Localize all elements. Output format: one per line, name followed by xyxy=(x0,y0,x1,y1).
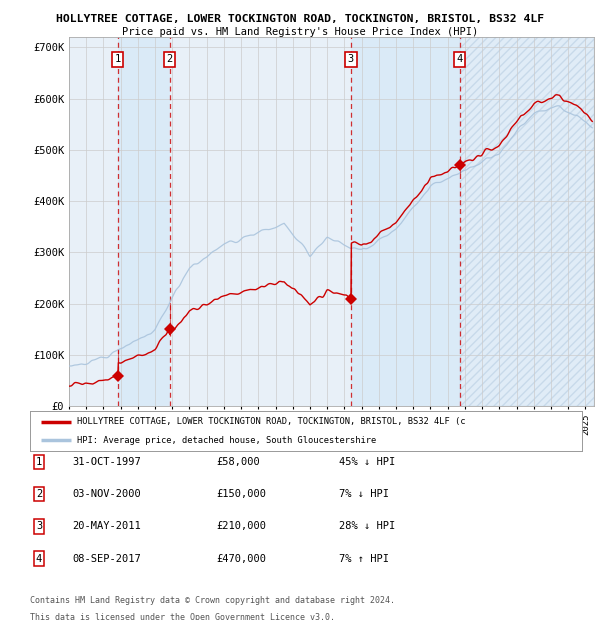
Text: 2: 2 xyxy=(166,55,173,64)
Text: 7% ↓ HPI: 7% ↓ HPI xyxy=(339,489,389,499)
Text: This data is licensed under the Open Government Licence v3.0.: This data is licensed under the Open Gov… xyxy=(30,613,335,620)
Text: £150,000: £150,000 xyxy=(216,489,266,499)
Text: Contains HM Land Registry data © Crown copyright and database right 2024.: Contains HM Land Registry data © Crown c… xyxy=(30,596,395,605)
Text: 7% ↑ HPI: 7% ↑ HPI xyxy=(339,554,389,564)
Text: HOLLYTREE COTTAGE, LOWER TOCKINGTON ROAD, TOCKINGTON, BRISTOL, BS32 4LF: HOLLYTREE COTTAGE, LOWER TOCKINGTON ROAD… xyxy=(56,14,544,24)
Text: 03-NOV-2000: 03-NOV-2000 xyxy=(72,489,141,499)
Text: Price paid vs. HM Land Registry's House Price Index (HPI): Price paid vs. HM Land Registry's House … xyxy=(122,27,478,37)
Bar xyxy=(351,37,460,406)
Text: 1: 1 xyxy=(36,457,42,467)
Text: 1: 1 xyxy=(115,55,121,64)
Text: 2: 2 xyxy=(36,489,42,499)
Bar xyxy=(118,37,170,406)
Text: HPI: Average price, detached house, South Gloucestershire: HPI: Average price, detached house, Sout… xyxy=(77,436,376,445)
Text: 3: 3 xyxy=(348,55,354,64)
Text: 3: 3 xyxy=(36,521,42,531)
Text: 31-OCT-1997: 31-OCT-1997 xyxy=(72,457,141,467)
Text: 4: 4 xyxy=(457,55,463,64)
Text: £210,000: £210,000 xyxy=(216,521,266,531)
Text: £58,000: £58,000 xyxy=(216,457,260,467)
Text: HOLLYTREE COTTAGE, LOWER TOCKINGTON ROAD, TOCKINGTON, BRISTOL, BS32 4LF (c: HOLLYTREE COTTAGE, LOWER TOCKINGTON ROAD… xyxy=(77,417,466,427)
Text: 20-MAY-2011: 20-MAY-2011 xyxy=(72,521,141,531)
Text: 45% ↓ HPI: 45% ↓ HPI xyxy=(339,457,395,467)
Text: 08-SEP-2017: 08-SEP-2017 xyxy=(72,554,141,564)
Text: £470,000: £470,000 xyxy=(216,554,266,564)
Text: 28% ↓ HPI: 28% ↓ HPI xyxy=(339,521,395,531)
Text: 4: 4 xyxy=(36,554,42,564)
Bar xyxy=(460,37,594,406)
